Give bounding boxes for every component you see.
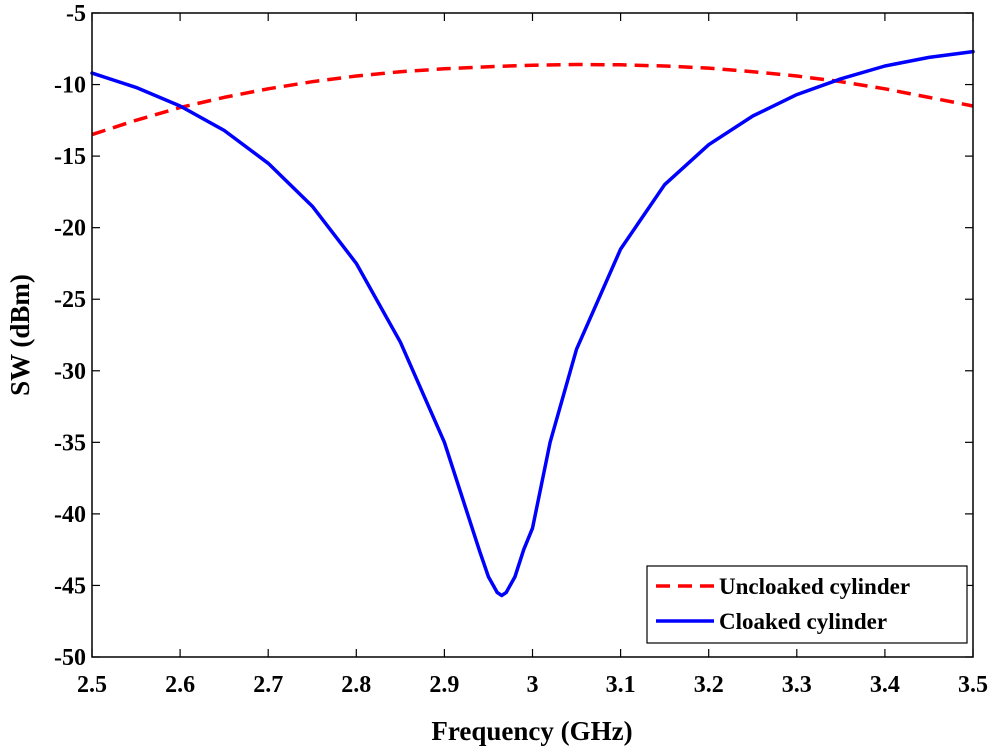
- x-tick-label: 2.9: [429, 672, 459, 698]
- plot-frame: [91, 12, 974, 658]
- legend-label-cloaked: Cloaked cylinder: [719, 609, 887, 634]
- y-tick-label: -45: [54, 573, 86, 599]
- x-tick-label: 2.6: [165, 672, 195, 698]
- y-tick-label: -50: [54, 645, 86, 671]
- x-tick-label: 3.1: [606, 672, 636, 698]
- y-tick-label: -40: [54, 502, 86, 528]
- y-tick-label: -30: [54, 359, 86, 385]
- x-tick-label: 3.5: [958, 672, 988, 698]
- legend-label-uncloaked: Uncloaked cylinder: [719, 574, 910, 599]
- x-tick-label: 2.5: [77, 672, 107, 698]
- series-line-cloaked: [90, 49, 975, 598]
- series-layer: [90, 49, 975, 598]
- x-axis-title: Frequency (GHz): [431, 716, 632, 746]
- x-tick-label: 2.7: [253, 672, 283, 698]
- x-tick-label: 3: [527, 672, 539, 698]
- x-tick-label: 3.4: [870, 672, 900, 698]
- y-tick-label: -5: [66, 1, 86, 27]
- legend-box: [646, 565, 968, 644]
- x-ticks: 2.5 2.6 2.7 2.8 2.9 3 3.1 3.2 3.3 3.4 3.5: [77, 13, 988, 698]
- y-tick-label: -20: [54, 216, 86, 242]
- y-axis-title: SW (dBm): [5, 274, 35, 396]
- y-ticks: -5 -10 -15 -20 -25 -30 -35 -40 -45 -50: [54, 1, 973, 671]
- x-tick-label: 3.3: [782, 672, 812, 698]
- y-tick-label: -25: [54, 287, 86, 313]
- plot-background: [92, 13, 973, 657]
- y-tick-label: -35: [54, 430, 86, 456]
- y-tick-label: -10: [54, 73, 86, 99]
- y-tick-label: -15: [54, 144, 86, 170]
- legend: Uncloaked cylinder Cloaked cylinder: [646, 565, 968, 644]
- x-tick-label: 3.2: [694, 672, 724, 698]
- series-line-uncloaked: [91, 62, 974, 137]
- x-tick-label: 2.8: [341, 672, 371, 698]
